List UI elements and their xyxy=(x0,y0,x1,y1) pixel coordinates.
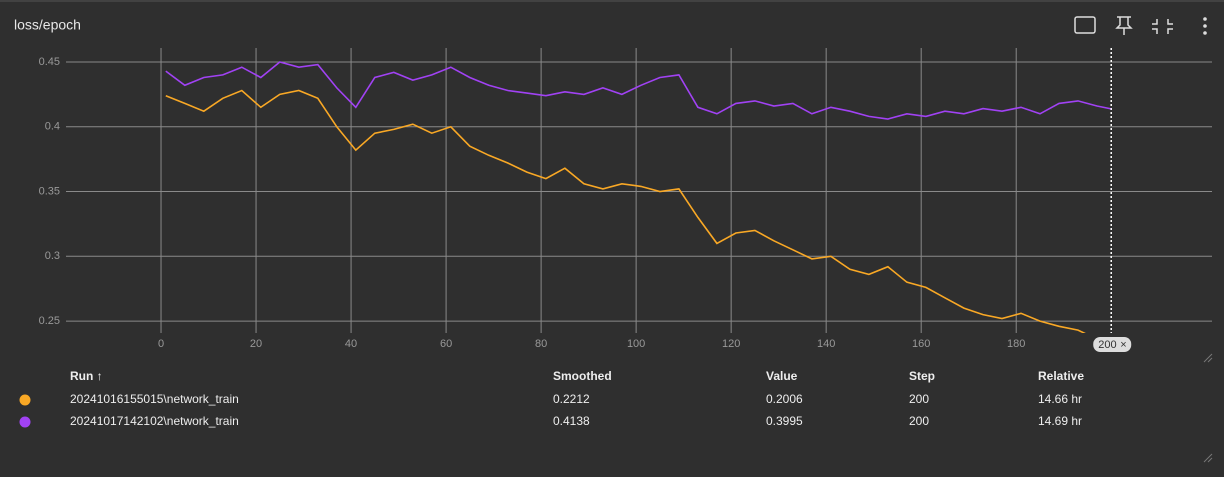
column-header: Run ↑ xyxy=(70,369,103,383)
run-swatch xyxy=(19,416,31,428)
resize-handle xyxy=(1203,353,1213,463)
column-header: Smoothed xyxy=(553,369,612,383)
fit-icon[interactable] xyxy=(1074,16,1096,34)
x-tick-label: 120 xyxy=(722,338,740,350)
run-table: Run ↑ Smoothed Value Step Relative 2024101615… xyxy=(19,369,1084,428)
toolbar xyxy=(1074,16,1207,35)
table-cell: 14.66 hr xyxy=(1038,392,1082,406)
x-tick-label: 80 xyxy=(535,338,547,350)
series-line xyxy=(165,61,1112,120)
run-name: 20241017142102\network_train xyxy=(70,414,239,428)
x-tick-label: 140 xyxy=(817,338,835,350)
series-line xyxy=(165,89,1086,333)
x-tick-label: 40 xyxy=(345,338,357,350)
table-cell: 0.3995 xyxy=(766,414,803,428)
card-title: loss/epoch xyxy=(14,17,81,33)
x-tick-label: 20 xyxy=(250,338,262,350)
column-header: Relative xyxy=(1038,369,1084,383)
table-cell: 14.69 hr xyxy=(1038,414,1082,428)
pin-icon[interactable] xyxy=(1115,16,1133,35)
table-cell: 0.2006 xyxy=(766,392,803,406)
step-badge xyxy=(1093,337,1132,352)
y-tick-label: 0.45 xyxy=(39,56,60,68)
x-tick-label: 160 xyxy=(912,338,930,350)
table-cell: 0.2212 xyxy=(553,392,590,406)
y-tick-label: 0.25 xyxy=(39,315,60,327)
table-cell: 200 xyxy=(909,392,929,406)
run-swatch xyxy=(19,394,31,406)
table-cell: 200 xyxy=(909,414,929,428)
table-cell: 0.4138 xyxy=(553,414,590,428)
y-tick-label: 0.4 xyxy=(45,121,60,133)
step-badge-close: × xyxy=(1120,339,1126,351)
run-name: 20241016155015\network_train xyxy=(70,392,239,406)
x-tick-label: 180 xyxy=(1007,338,1025,350)
x-tick-label: 0 xyxy=(158,338,164,350)
x-tick-label: 60 xyxy=(440,338,452,350)
column-header: Value xyxy=(766,369,798,383)
menu-icon[interactable] xyxy=(1203,17,1207,35)
plot: 0.25 0.3 0.35 0.4 0.45 0 20 40 60 80 100 120 140 160 1… xyxy=(39,48,1212,352)
column-header: Step xyxy=(909,369,935,383)
y-tick-label: 0.3 xyxy=(45,250,60,262)
y-tick-label: 0.35 xyxy=(39,185,60,197)
step-badge-label: 200 xyxy=(1098,339,1116,351)
collapse-icon[interactable] xyxy=(1152,19,1173,34)
x-tick-label: 100 xyxy=(627,338,645,350)
